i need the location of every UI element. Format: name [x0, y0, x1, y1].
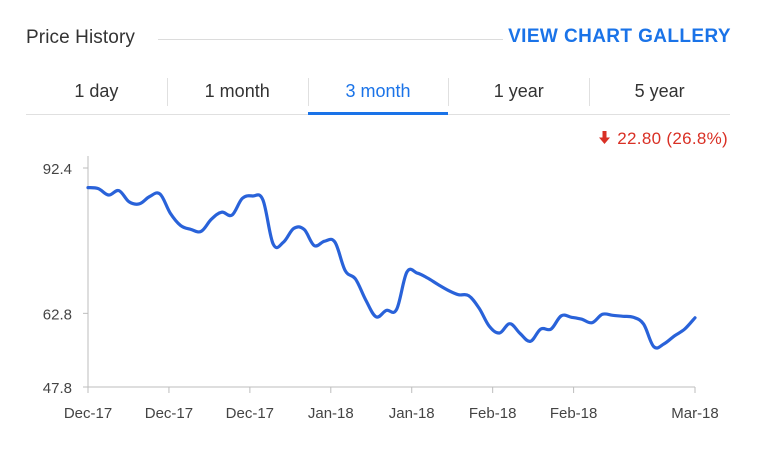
- price-series-line: [86, 186, 697, 350]
- section-title: Price History: [26, 27, 135, 48]
- header-divider: [158, 39, 503, 40]
- x-tick-label: Dec-17: [145, 405, 193, 422]
- y-tick-label: 92.4: [43, 161, 72, 178]
- x-tick-label: Dec-17: [226, 405, 274, 422]
- x-tick-label: Jan-18: [389, 405, 435, 422]
- tab-1-month[interactable]: 1 month: [166, 72, 308, 114]
- y-tick-label: 47.8: [43, 380, 72, 397]
- tab-1-year[interactable]: 1 year: [448, 72, 589, 114]
- price-change-indicator: 22.80 (26.8%): [599, 129, 728, 149]
- x-tick-label: Feb-18: [469, 405, 517, 422]
- x-tick-label: Mar-18: [671, 405, 719, 422]
- x-tick-label: Jan-18: [308, 405, 354, 422]
- x-tick-label: Feb-18: [550, 405, 598, 422]
- tab-3-month[interactable]: 3 month: [307, 72, 449, 115]
- price-change-value: 22.80: [617, 129, 662, 148]
- time-range-tabs: 1 day 1 month 3 month 1 year 5 year: [26, 72, 730, 115]
- tab-1-day[interactable]: 1 day: [74, 81, 119, 101]
- tab-5-year[interactable]: 5 year: [589, 72, 730, 114]
- x-tick-label: Dec-17: [64, 405, 112, 422]
- arrow-down-icon: [599, 129, 611, 149]
- view-chart-gallery-link[interactable]: VIEW CHART GALLERY: [508, 26, 731, 47]
- y-tick-label: 62.8: [43, 306, 72, 323]
- price-history-header: Price History VIEW CHART GALLERY: [0, 0, 768, 76]
- price-change-percent: (26.8%): [666, 129, 728, 148]
